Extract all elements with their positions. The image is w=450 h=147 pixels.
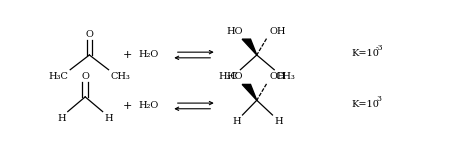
Text: H: H xyxy=(58,114,66,123)
Text: +: + xyxy=(123,101,132,111)
Text: H: H xyxy=(104,114,113,123)
Polygon shape xyxy=(242,39,257,55)
Text: H: H xyxy=(274,117,283,126)
Text: CH₃: CH₃ xyxy=(110,72,130,81)
Polygon shape xyxy=(242,84,257,100)
Text: O: O xyxy=(81,72,89,81)
Text: -3: -3 xyxy=(376,44,384,52)
Text: OH: OH xyxy=(270,27,286,36)
Text: +: + xyxy=(123,50,132,60)
Text: H₂O: H₂O xyxy=(139,50,159,60)
Text: OH: OH xyxy=(270,72,286,81)
Text: HO: HO xyxy=(226,72,243,81)
Text: K=10: K=10 xyxy=(351,100,379,109)
Text: HO: HO xyxy=(226,27,243,36)
Text: CH₃: CH₃ xyxy=(276,72,296,81)
Text: K=10: K=10 xyxy=(351,49,379,58)
Text: O: O xyxy=(86,30,93,39)
Text: H₂O: H₂O xyxy=(139,101,159,110)
Text: H₃C: H₃C xyxy=(219,72,238,81)
Text: 3: 3 xyxy=(376,95,381,103)
Text: H: H xyxy=(232,117,241,126)
Text: H₃C: H₃C xyxy=(49,72,68,81)
